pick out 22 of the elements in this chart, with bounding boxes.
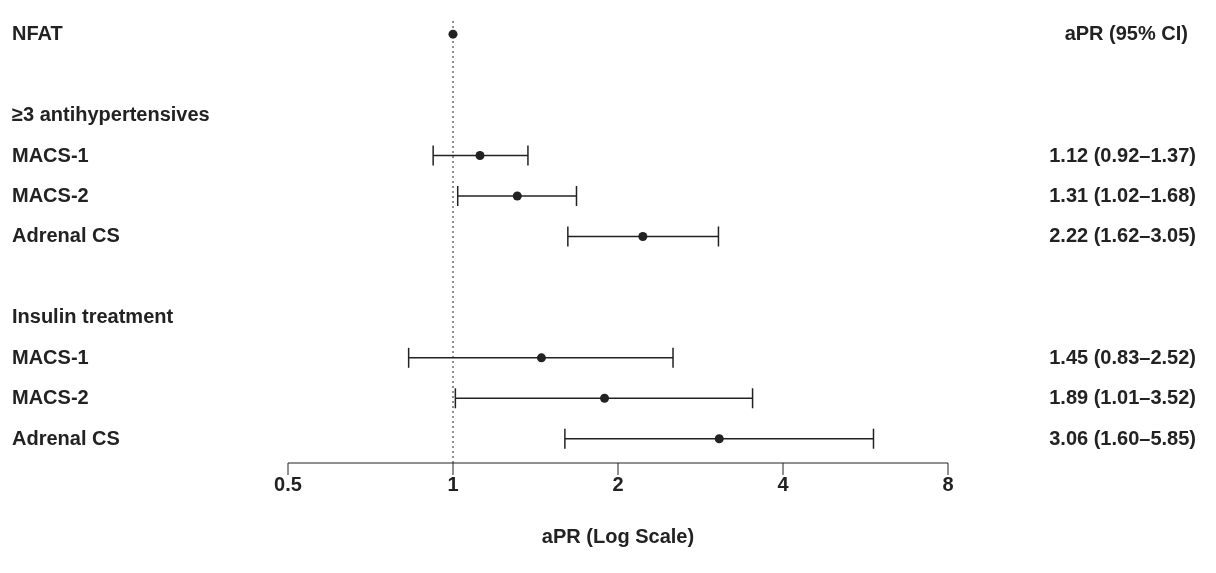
data-label: 2.22 (1.62–3.05) bbox=[1049, 224, 1196, 247]
x-tick-label: 1 bbox=[447, 473, 459, 496]
y-tick-label: Adrenal CS bbox=[12, 426, 120, 449]
y-tick-label: MACS-1 bbox=[12, 143, 89, 166]
y-tick-label: MACS-2 bbox=[12, 184, 89, 206]
data-label: 1.89 (1.01–3.52) bbox=[1049, 386, 1196, 409]
y-tick-label: NFAT bbox=[12, 22, 63, 45]
x-tick-label: 2 bbox=[612, 473, 624, 496]
y-tick-label: ≥3 antihypertensives bbox=[12, 103, 210, 126]
y-tick-label: MACS-2 bbox=[12, 386, 89, 409]
data-label: 3.06 (1.60–5.85) bbox=[1049, 426, 1196, 449]
data-label: 1.45 (0.83–2.52) bbox=[1049, 345, 1196, 368]
y-tick-label: Adrenal CS bbox=[12, 224, 120, 247]
x-axis-title: aPR (Log Scale) bbox=[541, 525, 695, 547]
data-label: 1.31 (1.02–1.68) bbox=[1049, 184, 1196, 206]
x-tick-label: 4 bbox=[777, 473, 790, 496]
y-tick-label: MACS-1 bbox=[12, 345, 89, 368]
data-label: 1.12 (0.92–1.37) bbox=[1049, 143, 1196, 166]
y-tick-label: Insulin treatment bbox=[12, 305, 174, 328]
x-tick-label: 8 bbox=[942, 473, 954, 496]
text: aPR (95% CI) bbox=[1064, 22, 1188, 45]
x-tick-label: 0.5 bbox=[274, 473, 302, 496]
